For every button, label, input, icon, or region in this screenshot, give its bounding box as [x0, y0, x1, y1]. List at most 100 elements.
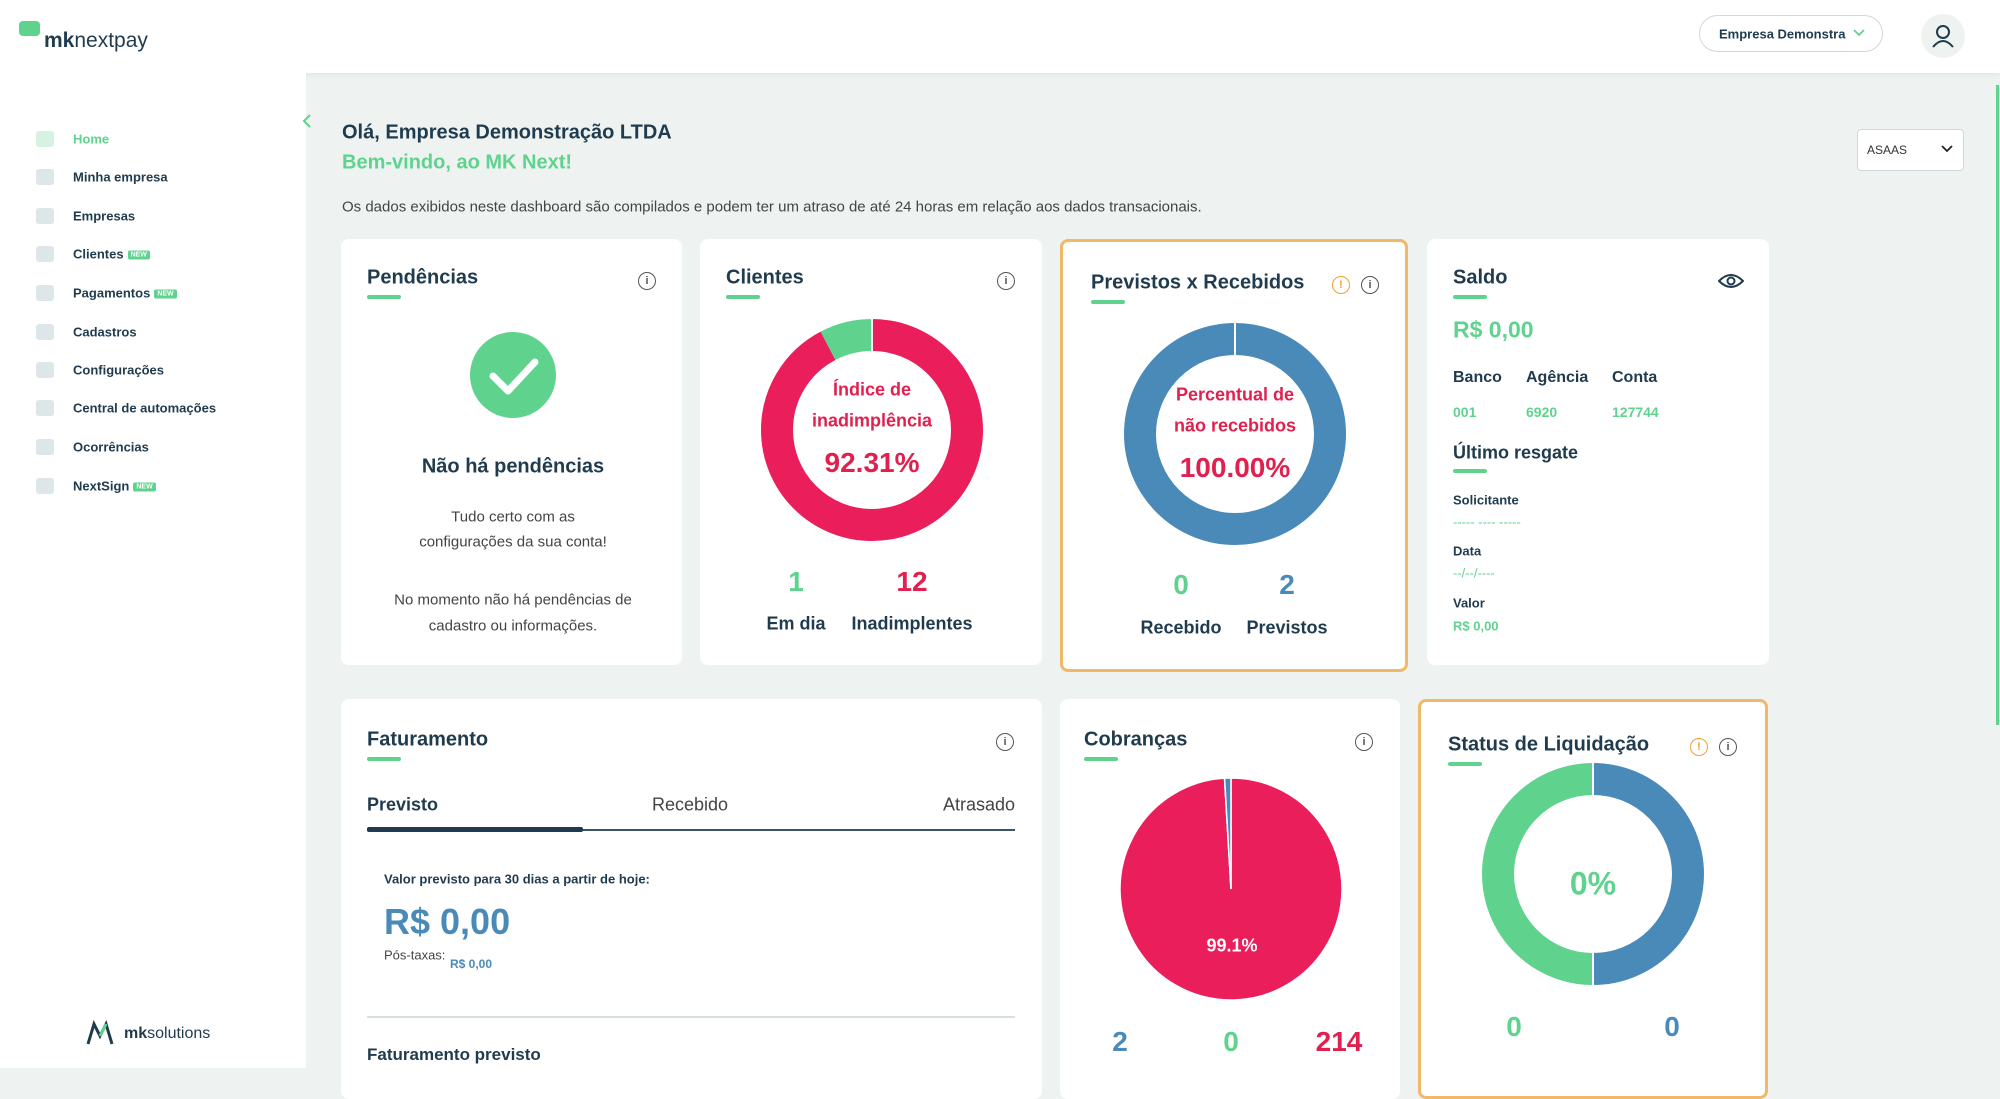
card-pendencias	[341, 239, 682, 665]
count: 0	[1506, 1011, 1522, 1042]
check-circle	[470, 332, 556, 418]
nav-item[interactable]: Minha empresa	[73, 170, 168, 185]
bank-label: Conta	[1612, 369, 1658, 386]
separator	[367, 1016, 1015, 1018]
tab[interactable]: Atrasado	[942, 794, 1015, 815]
nav-item[interactable]: Pagamentos NEW	[73, 286, 177, 301]
nav-item[interactable]: Empresas	[73, 209, 135, 224]
title-underline	[1091, 300, 1125, 304]
bank-label: Agência	[1526, 369, 1589, 386]
count: 0	[1223, 1026, 1239, 1057]
card-clientes	[700, 239, 1042, 665]
sidebar	[0, 73, 306, 1068]
count-label: Em dia	[766, 613, 826, 634]
nav-icon	[36, 131, 54, 147]
header	[0, 0, 2000, 73]
warning-icon[interactable]: !	[1690, 738, 1708, 756]
title-underline	[1453, 295, 1487, 299]
info-icon[interactable]: i	[1719, 738, 1737, 756]
source-chevron	[1941, 145, 1953, 153]
field-label: Data	[1453, 543, 1482, 559]
count: 214	[1315, 1026, 1363, 1057]
greeting-welcome: Bem-vindo, ao MK Next!	[342, 151, 573, 174]
card-title: Cobranças	[1084, 728, 1188, 751]
nav-icon	[36, 324, 54, 340]
nav-icon	[36, 169, 54, 185]
logo-bold: mk	[44, 29, 75, 52]
card-previstos	[1060, 239, 1408, 672]
warning-icon[interactable]: !	[1332, 276, 1350, 294]
value: R$ 0,00	[384, 901, 511, 942]
card-faturamento	[341, 699, 1042, 1099]
section-title: Último resgate	[1453, 442, 1579, 463]
nav-icon	[36, 285, 54, 301]
charts	[470, 317, 1704, 1001]
nav-item[interactable]: Configurações	[73, 363, 164, 378]
center-label: inadimplência	[811, 410, 933, 431]
user-button[interactable]	[1921, 14, 1965, 58]
logo: mknextpay	[44, 29, 148, 53]
after-fees-label: Pós-taxas:	[384, 947, 446, 963]
value-label: Valor previsto para 30 dias a partir de …	[384, 871, 650, 887]
field-value: --/--/----	[1453, 565, 1495, 581]
eye-icon[interactable]	[1718, 272, 1744, 290]
nav-item[interactable]: Ocorrências	[73, 440, 149, 455]
company-select[interactable]	[1699, 15, 1883, 52]
status-left	[1482, 763, 1594, 985]
count-label: Inadimplentes	[851, 613, 973, 634]
balance: R$ 0,00	[1453, 316, 1534, 343]
footer-logo: mksolutions	[124, 1025, 210, 1043]
after-fees: R$ 0,00	[450, 957, 493, 971]
status-right	[1592, 763, 1704, 985]
center-value: 0%	[1569, 865, 1617, 902]
source-select-label: ASAAS	[1867, 143, 1908, 157]
info-icon[interactable]: i	[996, 733, 1014, 751]
count: 2	[1112, 1026, 1128, 1057]
nav-label: Minha empresa	[73, 169, 168, 185]
info-icon[interactable]: i	[1355, 733, 1373, 751]
title-underline	[367, 757, 401, 761]
count-label: Recebido	[1140, 617, 1222, 638]
pendencias-text: Tudo certo com as	[451, 508, 575, 526]
nav-badge: NEW	[127, 250, 150, 260]
field-label: Valor	[1453, 595, 1485, 611]
nav-icon	[36, 439, 54, 455]
nav-icon	[36, 400, 54, 416]
bank-value: 001	[1453, 404, 1477, 420]
company-chevron	[1853, 29, 1865, 37]
field-label: Solicitante	[1453, 492, 1519, 508]
info-icon[interactable]: i	[1361, 276, 1379, 294]
nav-item[interactable]: Central de automações	[73, 401, 216, 416]
nav-item[interactable]: NextSign NEW	[73, 479, 156, 494]
title-underline	[1084, 757, 1118, 761]
tab-line	[367, 829, 1015, 831]
nav-label: Central de automações	[73, 400, 217, 416]
card-title: Saldo	[1453, 266, 1508, 289]
pie-slice	[1223, 777, 1232, 890]
title-underline	[1453, 469, 1487, 473]
card-saldo	[1427, 239, 1769, 665]
nav-item[interactable]: Home	[73, 132, 109, 147]
nav-item[interactable]: Cadastros	[73, 325, 137, 340]
nav-item[interactable]: Clientes NEW	[73, 247, 150, 262]
tab[interactable]: Recebido	[651, 794, 729, 815]
collapse-arrow[interactable]	[300, 113, 314, 129]
info-icon[interactable]: i	[997, 272, 1015, 290]
info-icon[interactable]: i	[638, 272, 656, 290]
count-label: Previstos	[1246, 617, 1328, 638]
center-value: 100.00%	[1179, 452, 1291, 483]
card-title: Clientes	[726, 266, 804, 289]
card-title: Faturamento	[367, 728, 489, 751]
tab-active[interactable]: Previsto	[367, 794, 439, 815]
count: 0	[1664, 1011, 1680, 1042]
nav-label: Empresas	[73, 208, 136, 224]
nav-icon	[36, 208, 54, 224]
nav-label: Configurações	[73, 362, 165, 378]
pendencias-text: No momento não há pendências de	[394, 591, 632, 609]
nav-label: Clientes	[73, 246, 124, 262]
center-value: 92.31%	[824, 447, 920, 478]
card-title: Pendências	[367, 266, 479, 289]
tab-indicator	[367, 827, 583, 832]
title-underline	[367, 295, 401, 299]
pendencias-heading: Não há pendências	[421, 455, 605, 478]
